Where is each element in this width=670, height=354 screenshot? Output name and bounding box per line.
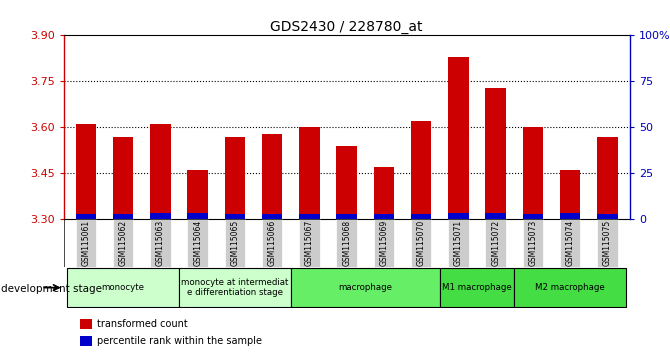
Bar xyxy=(76,124,96,219)
Bar xyxy=(188,170,208,219)
Bar xyxy=(374,167,394,219)
Bar xyxy=(560,170,580,219)
Bar xyxy=(76,214,96,219)
Bar xyxy=(299,214,320,219)
FancyBboxPatch shape xyxy=(76,219,96,267)
FancyBboxPatch shape xyxy=(188,219,208,267)
FancyBboxPatch shape xyxy=(68,268,179,307)
FancyBboxPatch shape xyxy=(262,219,283,267)
Bar xyxy=(188,213,208,219)
Bar xyxy=(150,213,171,219)
FancyBboxPatch shape xyxy=(150,219,171,267)
Bar xyxy=(224,137,245,219)
Text: GSM115067: GSM115067 xyxy=(305,220,314,267)
Bar xyxy=(224,214,245,219)
FancyBboxPatch shape xyxy=(597,219,618,267)
Text: GSM115071: GSM115071 xyxy=(454,220,463,267)
FancyBboxPatch shape xyxy=(374,219,394,267)
FancyBboxPatch shape xyxy=(224,219,245,267)
Text: GSM115061: GSM115061 xyxy=(82,220,90,267)
Bar xyxy=(262,214,283,219)
FancyBboxPatch shape xyxy=(336,219,357,267)
Text: GSM115075: GSM115075 xyxy=(603,220,612,267)
Bar xyxy=(486,213,506,219)
Bar xyxy=(597,214,618,219)
FancyBboxPatch shape xyxy=(486,219,506,267)
FancyBboxPatch shape xyxy=(523,219,543,267)
Bar xyxy=(262,133,283,219)
Text: GSM115070: GSM115070 xyxy=(417,220,425,267)
Bar xyxy=(336,214,357,219)
Bar xyxy=(448,57,469,219)
Text: M2 macrophage: M2 macrophage xyxy=(535,283,605,292)
Text: GSM115074: GSM115074 xyxy=(565,220,575,267)
Bar xyxy=(150,124,171,219)
Bar xyxy=(113,137,133,219)
Text: GSM115065: GSM115065 xyxy=(230,220,239,267)
Text: GSM115069: GSM115069 xyxy=(379,220,389,267)
Text: GSM115064: GSM115064 xyxy=(193,220,202,267)
Bar xyxy=(411,214,431,219)
Text: GSM115073: GSM115073 xyxy=(529,220,537,267)
Text: GSM115063: GSM115063 xyxy=(156,220,165,267)
FancyBboxPatch shape xyxy=(515,268,626,307)
Bar xyxy=(597,137,618,219)
Bar xyxy=(299,127,320,219)
Text: macrophage: macrophage xyxy=(338,283,393,292)
FancyBboxPatch shape xyxy=(440,268,515,307)
Bar xyxy=(336,146,357,219)
Text: monocyte at intermediat
e differentiation stage: monocyte at intermediat e differentiatio… xyxy=(182,278,289,297)
Text: GSM115068: GSM115068 xyxy=(342,220,351,267)
Bar xyxy=(560,213,580,219)
Text: M1 macrophage: M1 macrophage xyxy=(442,283,512,292)
Text: percentile rank within the sample: percentile rank within the sample xyxy=(97,336,262,346)
Text: monocyte: monocyte xyxy=(102,283,145,292)
Text: development stage: development stage xyxy=(1,284,102,293)
Bar xyxy=(448,213,469,219)
FancyBboxPatch shape xyxy=(291,268,440,307)
Title: GDS2430 / 228780_at: GDS2430 / 228780_at xyxy=(271,21,423,34)
Text: transformed count: transformed count xyxy=(97,319,188,329)
FancyBboxPatch shape xyxy=(113,219,133,267)
Text: GSM115062: GSM115062 xyxy=(119,220,128,267)
FancyBboxPatch shape xyxy=(179,268,291,307)
FancyBboxPatch shape xyxy=(448,219,469,267)
Bar xyxy=(113,214,133,219)
Text: GSM115066: GSM115066 xyxy=(268,220,277,267)
FancyBboxPatch shape xyxy=(560,219,580,267)
Bar xyxy=(486,87,506,219)
Bar xyxy=(411,121,431,219)
Bar xyxy=(523,127,543,219)
FancyBboxPatch shape xyxy=(411,219,431,267)
Text: GSM115072: GSM115072 xyxy=(491,220,500,267)
Bar xyxy=(374,214,394,219)
FancyBboxPatch shape xyxy=(299,219,320,267)
Bar xyxy=(523,214,543,219)
